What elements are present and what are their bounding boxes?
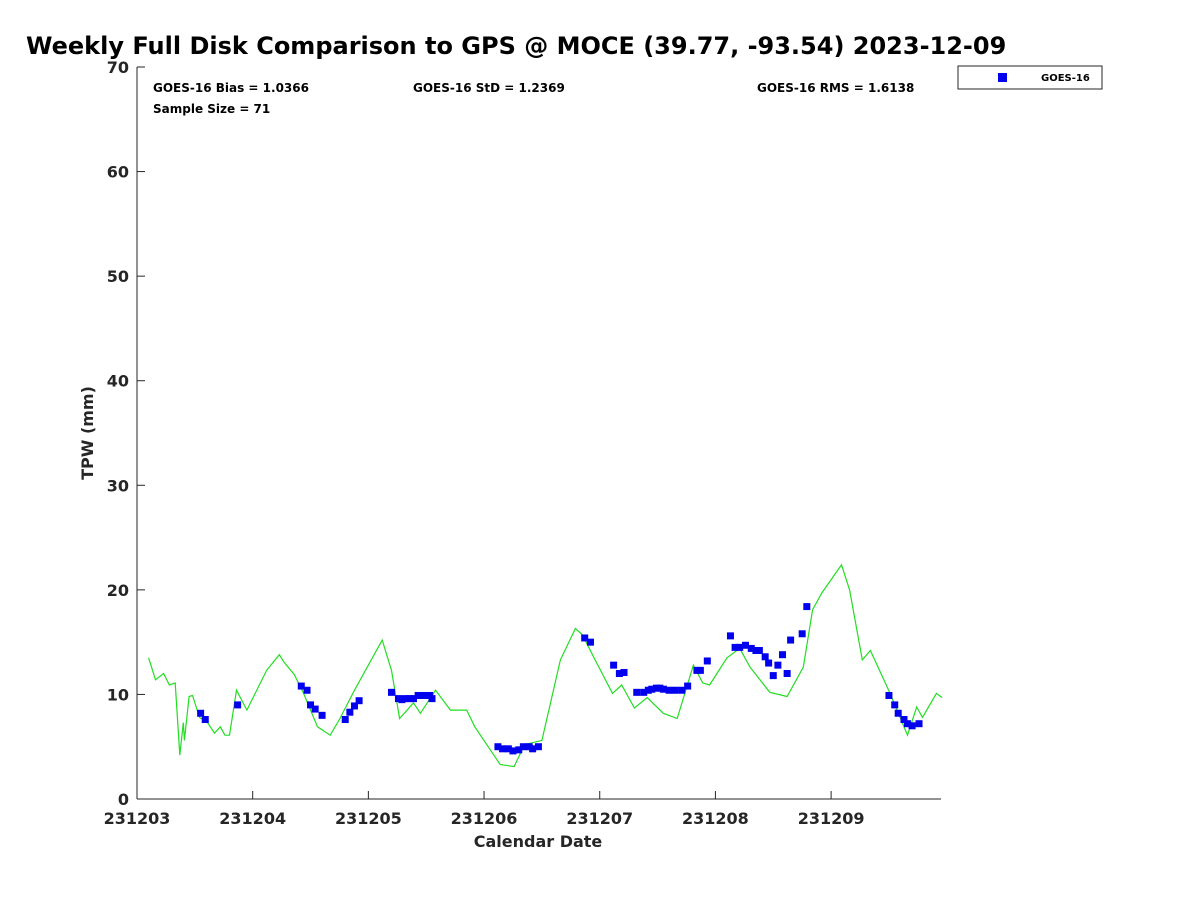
y-tick-label: 10 [107, 685, 129, 704]
goes16-point [307, 701, 315, 709]
goes16-point [915, 720, 923, 728]
goes16-point [640, 688, 648, 696]
goes16-point [779, 651, 787, 659]
goes16-point [581, 634, 589, 642]
goes16-point [318, 711, 326, 719]
y-tick-label: 20 [107, 581, 129, 600]
y-tick-label: 30 [107, 476, 129, 495]
x-tick-label: 231207 [566, 809, 633, 828]
goes16-point [891, 701, 899, 709]
goes16-point [586, 638, 594, 646]
goes16-point [504, 745, 512, 753]
rms-annotation: GOES-16 RMS = 1.6138 [757, 81, 914, 95]
goes16-point [197, 709, 205, 717]
std-annotation: GOES-16 StD = 1.2369 [413, 81, 565, 95]
goes16-point [297, 682, 305, 690]
goes16-point [798, 630, 806, 638]
goes16-point [908, 722, 916, 730]
goes16-point [494, 743, 502, 751]
goes16-point [341, 716, 349, 724]
legend-box [957, 65, 1103, 90]
goes16-point [311, 705, 319, 713]
goes16-point [346, 708, 354, 716]
goes16-point [529, 745, 537, 753]
goes16-point [678, 686, 686, 694]
y-tick-label: 70 [107, 58, 129, 77]
goes16-point [633, 688, 641, 696]
goes16-point [610, 661, 618, 669]
goes16-point [515, 746, 523, 754]
chart-title: Weekly Full Disk Comparison to GPS @ MOC… [26, 32, 1006, 60]
y-tick-label: 0 [118, 790, 129, 809]
goes16-point [761, 653, 769, 661]
goes16-point [418, 691, 426, 699]
plot-marks [148, 563, 943, 768]
goes16-point [774, 661, 782, 669]
sample-size-annotation: Sample Size = 71 [153, 102, 270, 116]
goes16-point [355, 697, 363, 705]
goes16-point [509, 747, 517, 755]
goes16-point [671, 686, 679, 694]
goes16-point [703, 657, 711, 665]
goes16-point [401, 695, 409, 703]
goes16-point [747, 644, 755, 652]
goes16-point [787, 636, 795, 644]
goes16-point [741, 641, 749, 649]
y-tick-label: 50 [107, 267, 129, 286]
goes16-point [783, 670, 791, 678]
goes16-point [201, 716, 209, 724]
goes16-point [684, 682, 692, 690]
goes16-point [765, 659, 773, 667]
gps-series-line [148, 563, 943, 768]
goes16-point [894, 709, 902, 717]
goes16-point [499, 745, 507, 753]
x-tick-label: 231208 [682, 809, 749, 828]
legend: GOES-16 [957, 65, 1103, 90]
goes16-point [903, 720, 911, 728]
goes16-point [428, 695, 436, 703]
goes16-point [303, 686, 311, 694]
goes16-point [755, 647, 763, 655]
goes16-point [615, 670, 623, 678]
y-tick-label: 40 [107, 372, 129, 391]
y-axis-label: TPW (mm) [78, 386, 97, 480]
legend-label-goes16: GOES-16 [1041, 73, 1090, 84]
legend-marker-goes16 [998, 73, 1007, 82]
goes16-point [900, 716, 908, 724]
x-tick-label: 231206 [451, 809, 518, 828]
y-tick-label: 60 [107, 163, 129, 182]
x-tick-label: 231205 [335, 809, 402, 828]
goes16-point [659, 685, 667, 693]
goes16-point [736, 643, 744, 651]
goes16-point [731, 643, 739, 651]
goes16-point [534, 743, 542, 751]
x-tick-label: 231204 [219, 809, 286, 828]
goes16-point [726, 632, 734, 640]
bias-annotation: GOES-16 Bias = 1.0366 [153, 81, 309, 95]
x-axis-label: Calendar Date [474, 832, 603, 851]
axes: 0 10 20 30 40 50 60 70 231203 231204 231205 231206 2… [104, 58, 941, 828]
goes16-point [409, 695, 417, 703]
goes16-point [620, 668, 628, 676]
goes16-point [234, 701, 242, 709]
goes16-point [769, 672, 777, 680]
goes16-point [665, 686, 673, 694]
goes16-point [696, 666, 704, 674]
goes16-point [519, 743, 527, 751]
x-tick-label: 231209 [798, 809, 865, 828]
x-tick-label: 231203 [104, 809, 171, 828]
goes16-point [885, 691, 893, 699]
goes16-point [350, 702, 358, 710]
goes16-point [648, 685, 656, 693]
goes16-point [803, 603, 811, 611]
goes16-point [388, 688, 396, 696]
